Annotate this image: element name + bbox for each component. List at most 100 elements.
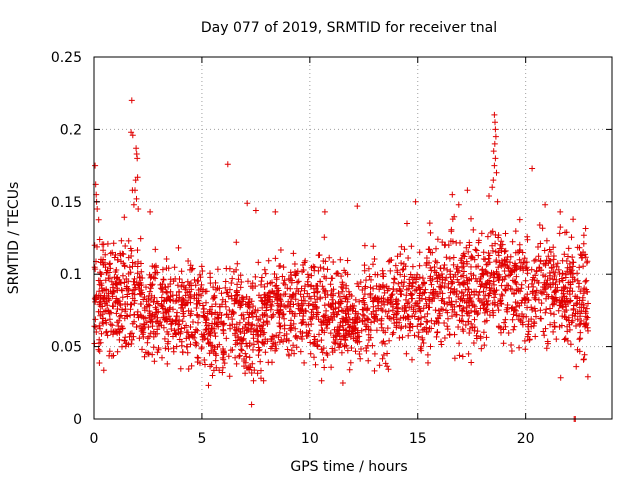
data-point <box>416 262 423 269</box>
data-point <box>540 289 547 296</box>
data-point <box>131 300 138 307</box>
data-point <box>284 346 291 353</box>
data-point <box>494 198 501 205</box>
data-point <box>552 294 559 301</box>
data-point <box>553 289 559 295</box>
data-point <box>397 315 404 322</box>
data-point <box>409 356 415 363</box>
data-point <box>305 281 311 288</box>
data-point <box>192 342 199 349</box>
data-point <box>439 306 446 313</box>
data-point <box>281 302 288 309</box>
data-point <box>206 308 213 315</box>
data-point <box>225 353 232 360</box>
data-point <box>110 303 117 310</box>
data-point <box>439 274 446 281</box>
data-point <box>405 255 412 261</box>
data-point <box>417 320 424 327</box>
data-point <box>507 259 513 266</box>
data-point <box>125 237 132 244</box>
data-point <box>435 314 441 321</box>
data-point <box>239 294 246 301</box>
data-point <box>393 305 400 312</box>
data-point <box>468 215 474 222</box>
data-point <box>277 262 284 269</box>
data-point <box>433 318 440 324</box>
data-point <box>439 290 446 297</box>
data-point <box>109 249 116 256</box>
data-point <box>542 201 549 208</box>
data-point <box>172 298 179 305</box>
data-point <box>354 334 361 341</box>
x-tick-label: 0 <box>90 431 99 447</box>
data-point <box>92 266 99 273</box>
data-point <box>358 327 365 334</box>
data-point <box>352 337 359 344</box>
data-point <box>356 298 363 305</box>
data-point <box>335 304 342 311</box>
data-point <box>459 297 466 304</box>
data-point <box>286 352 292 359</box>
data-point <box>149 323 156 330</box>
data-point <box>135 206 142 212</box>
data-point <box>545 340 551 347</box>
data-point <box>128 336 135 343</box>
data-point <box>498 247 505 254</box>
data-point <box>96 236 103 243</box>
data-point <box>281 332 288 339</box>
data-point <box>433 245 439 252</box>
data-point <box>178 325 185 332</box>
data-point <box>136 274 143 280</box>
data-point <box>550 328 557 335</box>
data-point <box>352 326 358 333</box>
data-point <box>564 328 571 335</box>
data-point <box>124 291 131 298</box>
data-point <box>584 258 591 265</box>
data-point <box>232 354 239 361</box>
data-point <box>558 287 565 294</box>
data-point <box>101 294 108 301</box>
data-point <box>274 300 281 307</box>
x-axis-label: GPS time / hours <box>290 459 407 475</box>
data-point <box>532 333 539 340</box>
data-point <box>379 307 386 314</box>
data-point <box>207 332 214 339</box>
data-point <box>505 264 512 271</box>
data-point <box>417 308 424 315</box>
data-point <box>200 306 207 312</box>
data-point <box>468 253 475 260</box>
data-point <box>362 285 368 292</box>
data-point <box>473 332 480 339</box>
data-point <box>399 306 406 312</box>
data-point <box>127 245 134 252</box>
data-point <box>477 283 484 290</box>
data-point <box>226 373 233 380</box>
data-point <box>108 278 115 285</box>
data-point <box>134 270 141 277</box>
data-point <box>459 312 466 319</box>
data-point <box>345 330 352 337</box>
data-point <box>289 310 296 317</box>
data-point <box>441 300 448 307</box>
data-point <box>257 327 264 334</box>
data-point <box>246 311 253 318</box>
data-point <box>365 331 372 338</box>
data-point <box>522 297 529 303</box>
data-point <box>405 316 412 323</box>
data-point <box>425 246 432 253</box>
data-point <box>91 242 98 249</box>
data-point <box>478 345 485 352</box>
data-point <box>190 319 196 325</box>
data-point <box>521 337 528 344</box>
data-point <box>384 363 391 370</box>
data-point <box>262 349 269 356</box>
data-point <box>398 243 405 250</box>
data-point <box>441 320 448 326</box>
data-point <box>251 367 258 374</box>
data-point <box>541 247 548 254</box>
data-point <box>141 320 147 327</box>
data-point <box>512 299 519 306</box>
data-point <box>547 305 553 312</box>
data-point <box>273 274 280 281</box>
data-point <box>361 291 368 298</box>
